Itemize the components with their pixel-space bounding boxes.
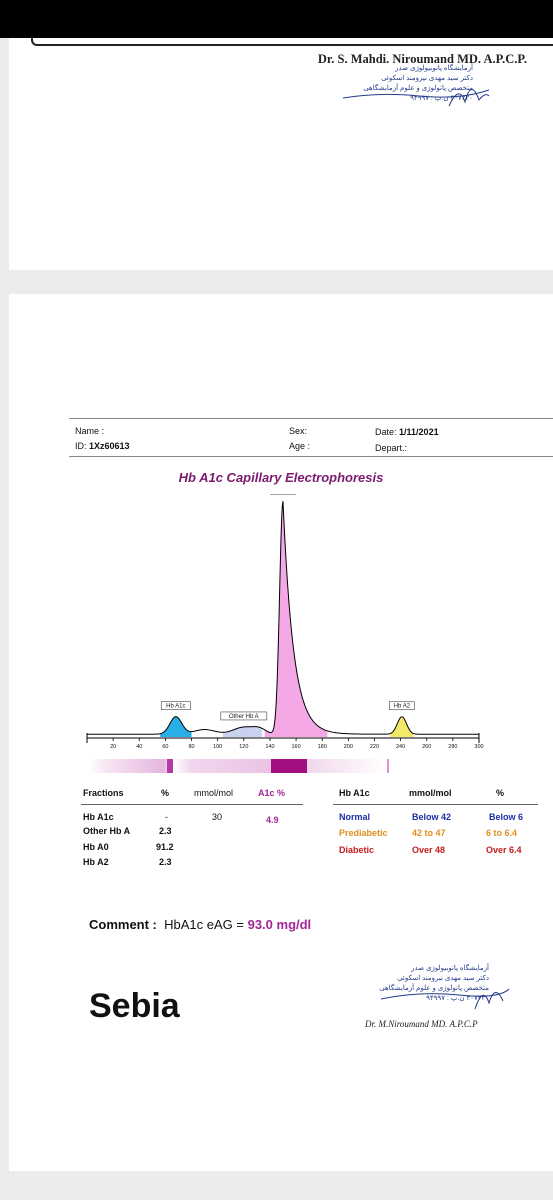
- id-value: 1Xz60613: [89, 441, 130, 451]
- ref-header-name: Hb A1c: [339, 788, 370, 798]
- ref-row-mmol: 42 to 47: [412, 828, 446, 838]
- stamp-line: متخصص پاتولوژی و علوم آزمایشگاهی: [363, 85, 473, 92]
- band-hba1c: [167, 759, 173, 773]
- x-tick-label: 140: [265, 744, 274, 750]
- ref-divider: [333, 804, 538, 805]
- ref-row-name: Normal: [339, 812, 371, 822]
- peak-label: Hb A2: [394, 704, 411, 710]
- date-label: Date:: [375, 427, 397, 437]
- electrophoresis-chart: 20 40 60 80 100 120 140 160 180 200 220 240 260 280 30…: [86, 494, 484, 750]
- report-title: Hb A1c Capillary Electrophoresis: [178, 470, 384, 485]
- x-tick-label: 40: [136, 744, 142, 750]
- x-tick-label: 20: [110, 744, 116, 750]
- fraction-pct: 2.3: [159, 826, 172, 836]
- patient-id: ID: 1Xz60613: [75, 441, 130, 451]
- header-divider-bottom: [69, 456, 553, 457]
- band-hba2: [387, 759, 389, 773]
- stamp: آزمایشگاه پاتوبیولوژی صدر دکتر سید مهدی …: [363, 64, 473, 104]
- fraction-name: Hb A0: [83, 842, 109, 852]
- stamp-line: آزمایشگاه پاتوبیولوژی صدر: [395, 65, 473, 72]
- x-tick-label: 240: [396, 744, 405, 750]
- x-tick-label: 60: [162, 744, 168, 750]
- hba1c-peak-fill: [160, 716, 192, 737]
- ref-row-name: Diabetic: [339, 845, 375, 855]
- x-tick-label: 160: [291, 744, 300, 750]
- x-tick-label: 280: [448, 744, 457, 750]
- ref-header-pct: %: [496, 788, 505, 798]
- ref-row-mmol: Below 42: [412, 812, 452, 822]
- peak-label: Other Hb A: [229, 714, 259, 720]
- band-hba0: [271, 759, 307, 773]
- x-tick-label: 180: [318, 744, 327, 750]
- peak-label-box: [389, 701, 415, 711]
- x-tick-label: 80: [188, 744, 194, 750]
- previous-page: Dr. S. Mahdi. Niroumand MD. A.P.C.P. آزم…: [9, 38, 553, 270]
- fraction-name: Hb A2: [83, 857, 109, 867]
- fractions-header: Fractions: [83, 788, 124, 798]
- ref-row-name: Prediabetic: [339, 828, 388, 838]
- peak-label-box: [220, 711, 268, 721]
- fractions-divider: [81, 804, 303, 805]
- report-page: Name : ID: 1Xz60613 Sex: Age : Date: 1/1…: [9, 294, 553, 1171]
- fraction-pct: 91.2: [156, 842, 174, 852]
- status-bar: [0, 0, 553, 38]
- doctor-name: Dr. S. Mahdi. Niroumand MD. A.P.C.P.: [317, 52, 527, 66]
- id-label: ID:: [75, 441, 87, 451]
- peak-label-box: [160, 701, 191, 710]
- stamp-bottom: آزمایشگاه پاتوبیولوژی صدر دکتر سید مهدی …: [379, 964, 489, 1004]
- comment-label: Comment :: [89, 917, 157, 932]
- mmol-header: mmol/mol: [194, 788, 234, 798]
- x-tick-label: 120: [239, 744, 248, 750]
- fraction-pct: 2.3: [159, 857, 172, 867]
- date-value: 1/11/2021: [399, 427, 439, 437]
- x-tick-label: 100: [213, 744, 222, 750]
- ref-row-pct: Below 6: [489, 812, 524, 822]
- ref-header-mmol: mmol/mol: [409, 788, 452, 798]
- stamp-line: آزمایشگاه پاتوبیولوژی صدر: [411, 965, 489, 972]
- stamp-line: ۳۰۷۲۲۰ ن.پ : ۹۴۹۹۷: [410, 95, 473, 102]
- report-date: Date: 1/11/2021: [375, 427, 439, 437]
- density-band: [89, 759, 389, 773]
- x-tick-label: 220: [370, 744, 379, 750]
- ref-row-mmol: Over 48: [412, 845, 446, 855]
- hba2-peak-fill: [390, 716, 414, 737]
- other-hba-peak-fill: [222, 726, 263, 737]
- fraction-pct: -: [165, 812, 168, 822]
- page-border: [31, 38, 553, 46]
- x-tick-label: 200: [344, 744, 353, 750]
- fraction-name: Other Hb A: [83, 826, 131, 836]
- stamp-line: متخصص پاتولوژی و علوم آزمایشگاهی: [379, 985, 489, 992]
- band-background: [89, 759, 389, 773]
- depart-label: Depart.:: [375, 443, 408, 453]
- signature-text: Dr. M.Niroumand MD. A.P.C.P: [365, 1019, 478, 1029]
- x-tick-label: 260: [422, 744, 431, 750]
- ref-row-pct: 6 to 6.4: [486, 828, 518, 838]
- peak-label: Hb A1c: [166, 704, 185, 710]
- ref-row-pct: Over 6.4: [486, 845, 522, 855]
- stamp-line: دکتر سید مهدی نیرومند اسکوئی: [397, 975, 489, 982]
- comment: Comment : HbA1c eAG = 93.0 mg/dl: [89, 917, 311, 932]
- hba0-peak-fill: [264, 501, 328, 737]
- pct-header: %: [161, 788, 170, 798]
- fraction-mmol: 30: [212, 812, 223, 822]
- sex-label: Sex:: [289, 426, 308, 436]
- comment-value: 93.0 mg/dl: [247, 917, 312, 932]
- signature-scribble: [342, 89, 490, 107]
- brand-logo: Sebia: [89, 987, 180, 1025]
- fraction-name: Hb A1c: [83, 812, 114, 822]
- name-label: Name :: [75, 426, 105, 436]
- fraction-a1c: 4.9: [266, 815, 279, 825]
- a1c-header: A1c %: [258, 788, 286, 798]
- header-divider-top: [69, 418, 553, 419]
- age-label: Age :: [289, 441, 311, 451]
- x-tick-label: 300: [474, 744, 483, 750]
- stamp-line: ۳۰۷۲۲۰ ن.پ : ۹۴۹۹۷: [426, 995, 489, 1002]
- electrophoresis-curve: [87, 501, 479, 735]
- stamp-line: دکتر سید مهدی نیرومند اسکوئی: [381, 75, 473, 82]
- signature-scribble-bottom: [380, 988, 510, 1010]
- comment-text: HbA1c eAG =: [164, 917, 248, 932]
